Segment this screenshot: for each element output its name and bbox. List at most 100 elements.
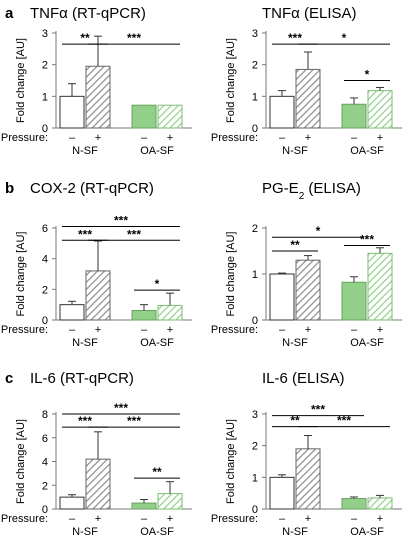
pressure-sign: + bbox=[167, 324, 173, 336]
chart-title: COX-2 (RT-qPCR) bbox=[30, 180, 154, 197]
y-tick-label: 2 bbox=[252, 223, 258, 235]
y-tick-label: 3 bbox=[252, 28, 258, 40]
group-label: OA-SF bbox=[350, 526, 384, 538]
pressure-label: Pressure: bbox=[211, 132, 258, 144]
chart-panel-cox2_qpcr: b COX-2 (RT-qPCR) Fold change [AU] 0 2 4 6 Pres… bbox=[1, 180, 192, 349]
pressure-sign: – bbox=[69, 132, 76, 144]
bar-il6_qpcr-0 bbox=[59, 496, 85, 510]
bar-pge2_elisa-1 bbox=[295, 259, 321, 321]
y-tick-label: 3 bbox=[42, 28, 48, 40]
bar-tnf_elisa-1 bbox=[295, 68, 321, 129]
chart-title: TNFα (RT-qPCR) bbox=[30, 5, 146, 22]
bar-tnf_qpcr-3 bbox=[157, 104, 183, 129]
y-axis-label: Fold change [AU] bbox=[15, 38, 27, 123]
y-tick-label: 4 bbox=[42, 254, 48, 266]
y-tick-label: 2 bbox=[42, 480, 48, 492]
y-axis-label: Fold change [AU] bbox=[225, 232, 237, 317]
pressure-sign: – bbox=[69, 513, 76, 525]
bar-il6_qpcr-2 bbox=[131, 502, 157, 510]
y-tick-label: 0 bbox=[42, 123, 48, 135]
chart-title: TNFα (ELISA) bbox=[262, 5, 357, 22]
pressure-sign: – bbox=[141, 513, 148, 525]
y-tick-label: 0 bbox=[252, 504, 258, 516]
panel-letter: a bbox=[5, 5, 14, 22]
significance-label: *** bbox=[114, 401, 128, 415]
significance-label: *** bbox=[127, 31, 141, 45]
chart-title-part: COX-2 (RT-qPCR) bbox=[30, 180, 154, 197]
y-tick-label: 0 bbox=[42, 504, 48, 516]
pressure-sign: + bbox=[167, 132, 173, 144]
bar-tnf_elisa-0 bbox=[269, 95, 295, 129]
chart-title-part: TNFα (ELISA) bbox=[262, 5, 357, 22]
group-label: N-SF bbox=[282, 145, 308, 157]
chart-title: PG-E2 (ELISA) bbox=[262, 180, 361, 202]
group-label: OA-SF bbox=[140, 145, 174, 157]
pressure-label: Pressure: bbox=[1, 324, 48, 336]
pressure-sign: + bbox=[377, 513, 383, 525]
y-tick-label: 1 bbox=[252, 472, 258, 484]
chart-title: IL-6 (ELISA) bbox=[262, 370, 345, 387]
bar-pge2_elisa-0 bbox=[269, 273, 295, 321]
group-label: OA-SF bbox=[350, 145, 384, 157]
significance-label: *** bbox=[127, 227, 141, 241]
y-axis-label: Fold change [AU] bbox=[15, 419, 27, 504]
y-tick-label: 1 bbox=[252, 269, 258, 281]
bar-tnf_qpcr-2 bbox=[131, 104, 157, 129]
pressure-label: Pressure: bbox=[211, 324, 258, 336]
chart-panel-pge2_elisa: PG-E2 (ELISA) Fold change [AU] 0 1 2 Pressure… bbox=[211, 180, 402, 349]
y-tick-label: 2 bbox=[42, 284, 48, 296]
y-tick-label: 2 bbox=[42, 60, 48, 72]
significance-label: * bbox=[155, 277, 160, 291]
pressure-sign: – bbox=[279, 324, 286, 336]
chart-title-part: IL-6 (RT-qPCR) bbox=[30, 370, 134, 387]
pressure-sign: – bbox=[351, 513, 358, 525]
chart-panel-il6_qpcr: c IL-6 (RT-qPCR) Fold change [AU] 0 2 4 6 8 Pres… bbox=[1, 370, 192, 538]
y-tick-label: 4 bbox=[42, 457, 48, 469]
y-tick-label: 6 bbox=[42, 433, 48, 445]
chart-title: IL-6 (RT-qPCR) bbox=[30, 370, 134, 387]
y-axis-label: Fold change [AU] bbox=[225, 419, 237, 504]
pressure-sign: + bbox=[95, 513, 101, 525]
y-axis-label: Fold change [AU] bbox=[15, 232, 27, 317]
y-tick-label: 0 bbox=[42, 315, 48, 327]
group-label: OA-SF bbox=[140, 337, 174, 349]
chart-panel-tnf_elisa: TNFα (ELISA) Fold change [AU] 0 1 2 3 Pressure… bbox=[211, 5, 402, 157]
bar-cox2_qpcr-1 bbox=[85, 270, 111, 321]
chart-title-part: (ELISA) bbox=[304, 180, 361, 197]
pressure-sign: + bbox=[95, 132, 101, 144]
group-label: N-SF bbox=[282, 337, 308, 349]
bar-il6_qpcr-3 bbox=[157, 493, 183, 510]
pressure-sign: + bbox=[167, 513, 173, 525]
y-tick-label: 8 bbox=[42, 409, 48, 421]
bar-pge2_elisa-3 bbox=[367, 252, 393, 321]
group-label: N-SF bbox=[72, 337, 98, 349]
group-label: OA-SF bbox=[140, 526, 174, 538]
group-label: N-SF bbox=[72, 526, 98, 538]
pressure-sign: + bbox=[305, 132, 311, 144]
group-label: OA-SF bbox=[350, 337, 384, 349]
bar-pge2_elisa-2 bbox=[341, 281, 367, 321]
panels-layer: a TNFα (RT-qPCR) Fold change [AU] 0 1 2 3 Press… bbox=[1, 5, 402, 538]
pressure-sign: – bbox=[141, 132, 148, 144]
significance-label: *** bbox=[337, 414, 351, 428]
significance-label: ** bbox=[290, 238, 300, 252]
pressure-sign: – bbox=[351, 132, 358, 144]
pressure-label: Pressure: bbox=[1, 513, 48, 525]
panel-letter: c bbox=[5, 370, 13, 387]
pressure-sign: – bbox=[69, 324, 76, 336]
bar-il6_elisa-0 bbox=[269, 476, 295, 510]
chart-title-subscript: 2 bbox=[299, 191, 305, 202]
significance-label: * bbox=[342, 31, 347, 45]
bar-tnf_elisa-2 bbox=[341, 103, 367, 129]
y-tick-label: 0 bbox=[252, 315, 258, 327]
significance-label: *** bbox=[114, 213, 128, 227]
y-tick-label: 0 bbox=[252, 123, 258, 135]
y-axis-label: Fold change [AU] bbox=[225, 38, 237, 123]
bar-tnf_qpcr-1 bbox=[85, 65, 111, 129]
significance-label: *** bbox=[127, 414, 141, 428]
pressure-sign: + bbox=[305, 324, 311, 336]
group-label: N-SF bbox=[282, 526, 308, 538]
significance-label: ** bbox=[152, 465, 162, 479]
bar-tnf_qpcr-0 bbox=[59, 95, 85, 129]
